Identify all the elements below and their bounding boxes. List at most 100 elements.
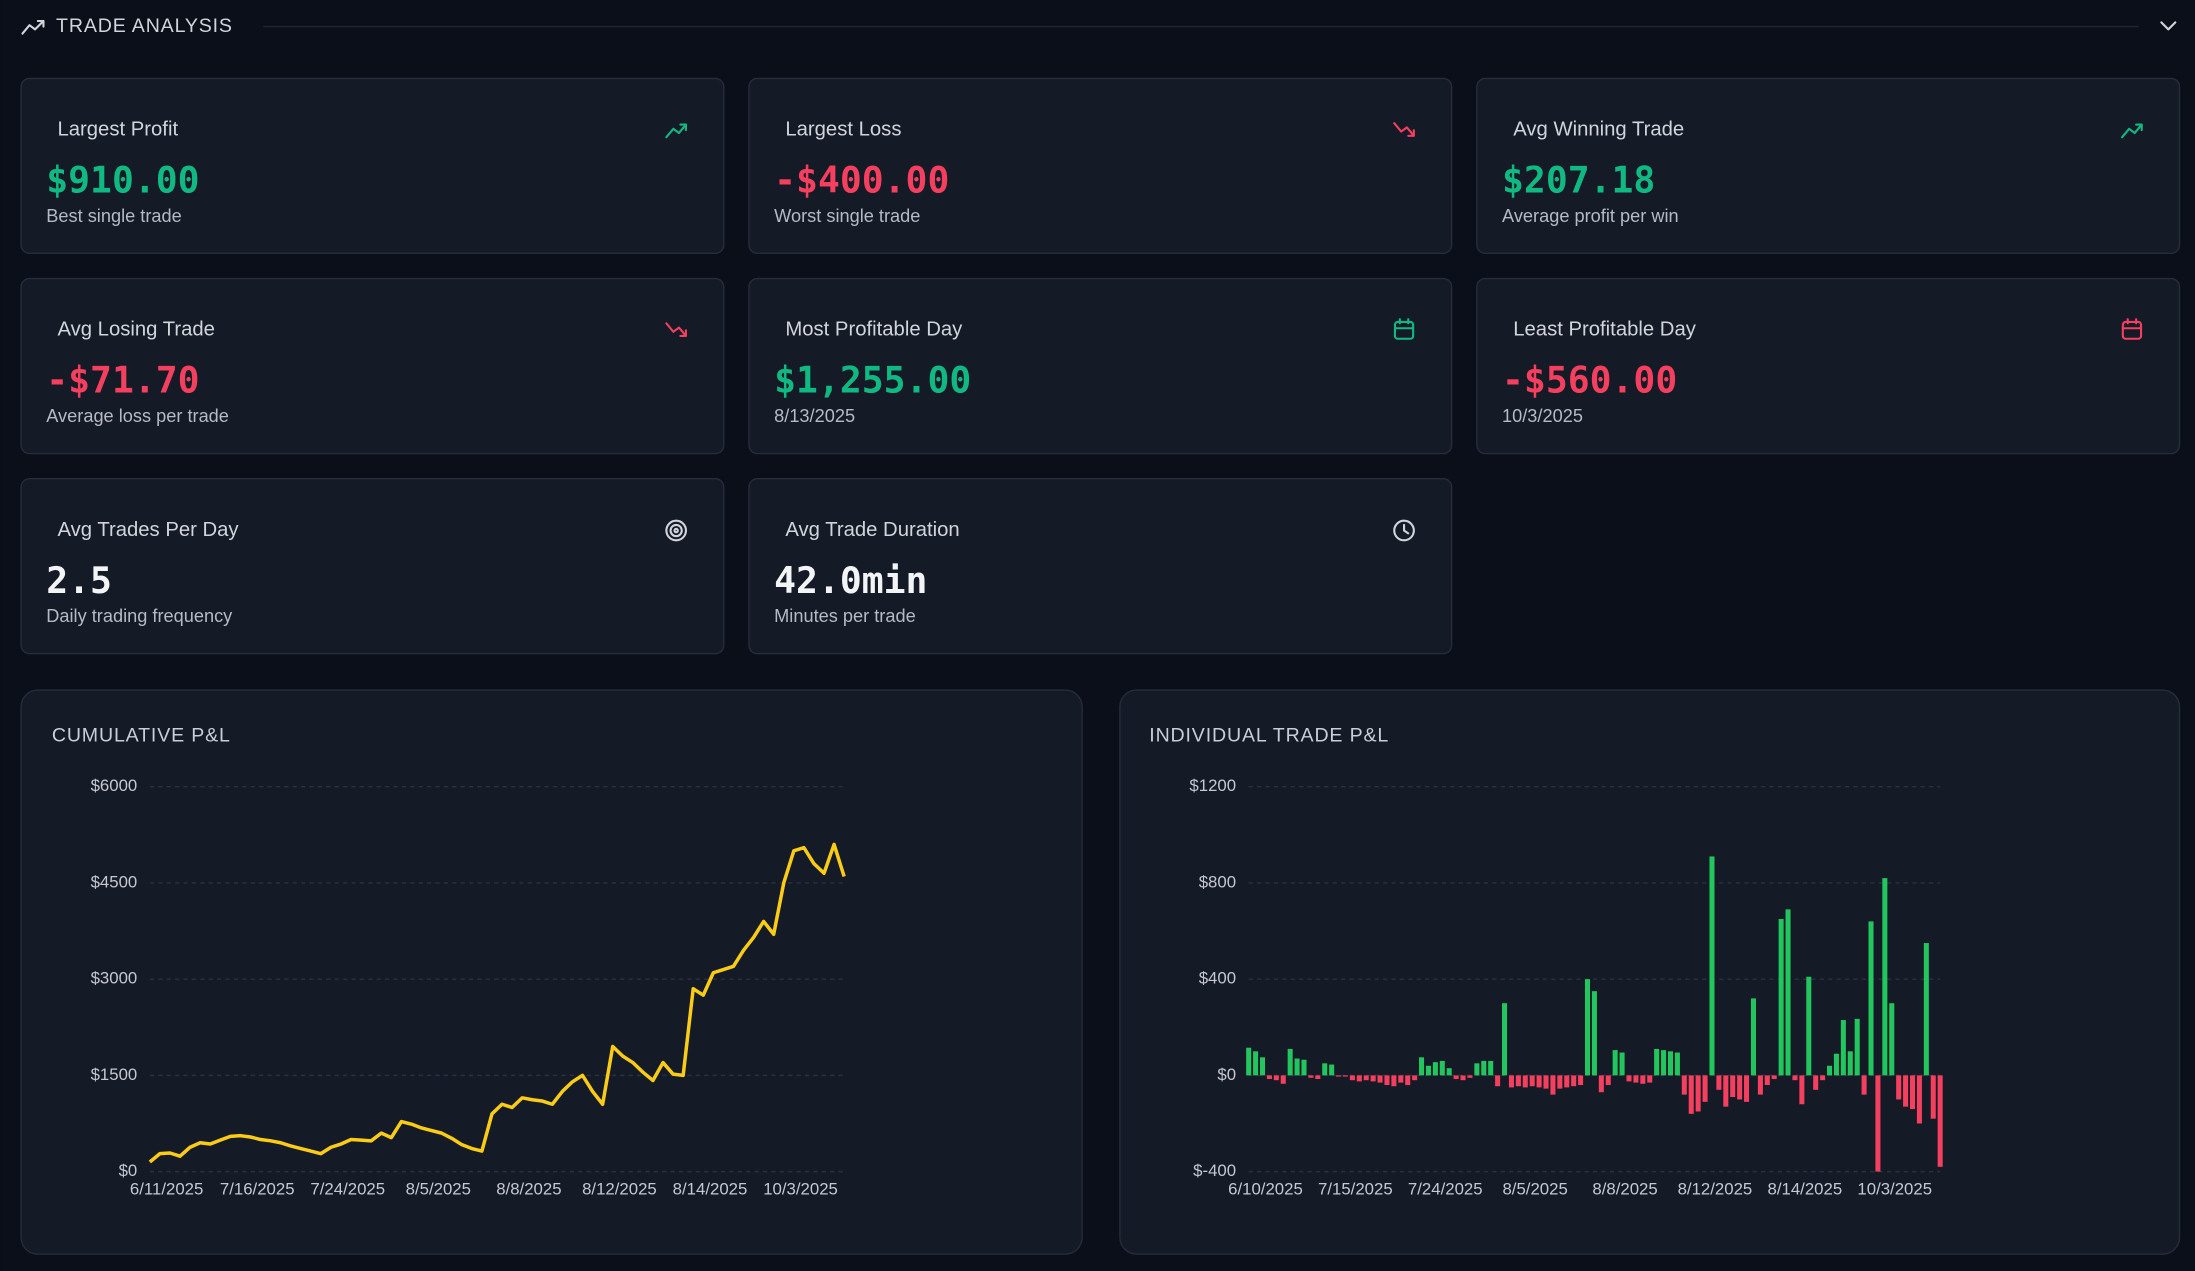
stat-subtitle: Daily trading frequency bbox=[46, 606, 233, 626]
trade-bar bbox=[1356, 1075, 1362, 1082]
trade-bar bbox=[1681, 1075, 1687, 1095]
trend-down-icon bbox=[1393, 122, 1415, 137]
y-tick-label: $-400 bbox=[1193, 1161, 1236, 1180]
stat-subtitle: Average loss per trade bbox=[46, 406, 229, 426]
trade-bar bbox=[1930, 1075, 1936, 1119]
trade-bar bbox=[1495, 1075, 1501, 1087]
trade-bar bbox=[1702, 1075, 1708, 1102]
trade-bar bbox=[1792, 1075, 1798, 1081]
trade-bar bbox=[1785, 909, 1791, 1076]
stat-subtitle: Average profit per win bbox=[1502, 206, 1679, 226]
trade-bar bbox=[1273, 1075, 1279, 1081]
stat-card bbox=[748, 277, 1453, 455]
x-tick-label: 7/24/2025 bbox=[310, 1179, 385, 1198]
chart-title: CUMULATIVE P&L bbox=[52, 724, 231, 746]
trade-bar bbox=[1847, 1051, 1853, 1076]
trade-bar bbox=[1716, 1075, 1722, 1090]
trade-bar bbox=[1412, 1075, 1418, 1081]
stat-label: Avg Losing Trade bbox=[57, 319, 214, 341]
trade-bar bbox=[1861, 1075, 1867, 1095]
trade-bar bbox=[1820, 1075, 1826, 1081]
trade-bar bbox=[1363, 1075, 1369, 1081]
trade-bar bbox=[1405, 1075, 1411, 1086]
trade-bar bbox=[1508, 1075, 1514, 1088]
trade-bar bbox=[1661, 1050, 1667, 1076]
trade-bar bbox=[1391, 1075, 1397, 1087]
target-icon bbox=[665, 519, 688, 542]
trade-bar bbox=[1667, 1051, 1674, 1076]
trade-bar bbox=[1640, 1075, 1646, 1084]
trade-bar bbox=[1425, 1065, 1431, 1076]
trade-bar bbox=[1730, 1075, 1736, 1098]
pnl-line bbox=[148, 842, 846, 1164]
trade-bar bbox=[1813, 1075, 1819, 1090]
trade-bar bbox=[1633, 1075, 1639, 1083]
stat-label: Avg Trades Per Day bbox=[57, 519, 239, 541]
trade-bar bbox=[1557, 1075, 1563, 1089]
y-tick-label: $3000 bbox=[91, 969, 138, 988]
stat-value: -$400.00 bbox=[774, 158, 949, 201]
trade-bar bbox=[1827, 1065, 1833, 1076]
x-tick-label: 10/3/2025 bbox=[1857, 1179, 1932, 1198]
trade-bar bbox=[1868, 921, 1874, 1076]
trade-bar bbox=[1757, 1075, 1763, 1095]
stat-card bbox=[748, 478, 1453, 655]
trade-bar bbox=[1246, 1047, 1252, 1076]
trade-bar bbox=[1432, 1062, 1438, 1076]
trade-bar bbox=[1889, 1003, 1895, 1076]
trade-bar bbox=[1937, 1075, 1943, 1167]
trade-bar bbox=[1695, 1075, 1701, 1112]
trade-bar bbox=[1453, 1075, 1459, 1079]
stat-card bbox=[1476, 77, 2181, 255]
y-tick-label: $0 bbox=[1217, 1065, 1236, 1084]
stat-label: Avg Trade Duration bbox=[785, 519, 959, 541]
y-tick-label: $4500 bbox=[91, 872, 138, 891]
stat-card bbox=[1476, 277, 2181, 455]
trade-bar bbox=[1315, 1075, 1321, 1079]
trade-bar bbox=[1571, 1075, 1577, 1087]
collapse-toggle[interactable] bbox=[2160, 21, 2177, 31]
stat-subtitle: Best single trade bbox=[46, 206, 181, 226]
trade-bar bbox=[1806, 976, 1812, 1076]
trade-bar bbox=[1342, 1075, 1349, 1077]
header-icon bbox=[21, 19, 45, 35]
trade-bar bbox=[1502, 1003, 1508, 1076]
stat-value: $910.00 bbox=[46, 158, 199, 201]
stat-label: Largest Profit bbox=[57, 119, 178, 141]
x-tick-label: 8/5/2025 bbox=[406, 1179, 471, 1198]
trade-bar bbox=[1460, 1075, 1466, 1081]
trade-bar bbox=[1854, 1018, 1860, 1076]
x-tick-label: 8/12/2025 bbox=[1678, 1179, 1753, 1198]
trade-bar bbox=[1419, 1057, 1425, 1076]
x-tick-label: 8/8/2025 bbox=[496, 1179, 561, 1198]
x-tick-label: 8/14/2025 bbox=[1768, 1179, 1843, 1198]
stat-value: -$71.70 bbox=[46, 359, 199, 402]
trade-bar bbox=[1737, 1075, 1743, 1100]
trade-bar bbox=[1481, 1060, 1487, 1076]
x-tick-label: 6/11/2025 bbox=[130, 1179, 203, 1198]
trade-bar bbox=[1840, 1020, 1846, 1076]
trade-bar bbox=[1771, 1075, 1777, 1079]
x-tick-label: 8/12/2025 bbox=[582, 1179, 657, 1198]
trade-bar bbox=[1384, 1075, 1390, 1086]
trade-bar bbox=[1598, 1075, 1604, 1093]
trade-bar bbox=[1896, 1075, 1902, 1100]
stat-label: Most Profitable Day bbox=[785, 319, 963, 341]
trade-bar bbox=[1903, 1075, 1909, 1107]
trade-bar bbox=[1709, 856, 1715, 1076]
stat-card bbox=[748, 77, 1453, 255]
trend-up-icon bbox=[2121, 123, 2143, 139]
section-title[interactable]: TRADE ANALYSIS bbox=[56, 15, 233, 37]
trade-bar bbox=[1322, 1063, 1328, 1076]
stat-card bbox=[20, 478, 725, 655]
stat-label: Least Profitable Day bbox=[1513, 319, 1696, 341]
trade-bar bbox=[1536, 1075, 1542, 1088]
stat-card bbox=[20, 77, 725, 255]
calendar-icon bbox=[1393, 318, 1415, 340]
trade-bar bbox=[1778, 918, 1784, 1076]
trade-bar bbox=[1266, 1075, 1272, 1079]
trade-bar bbox=[1674, 1052, 1680, 1076]
trade-bar bbox=[1764, 1075, 1770, 1086]
stat-subtitle: 10/3/2025 bbox=[1502, 406, 1583, 426]
y-tick-label: $6000 bbox=[91, 776, 138, 795]
